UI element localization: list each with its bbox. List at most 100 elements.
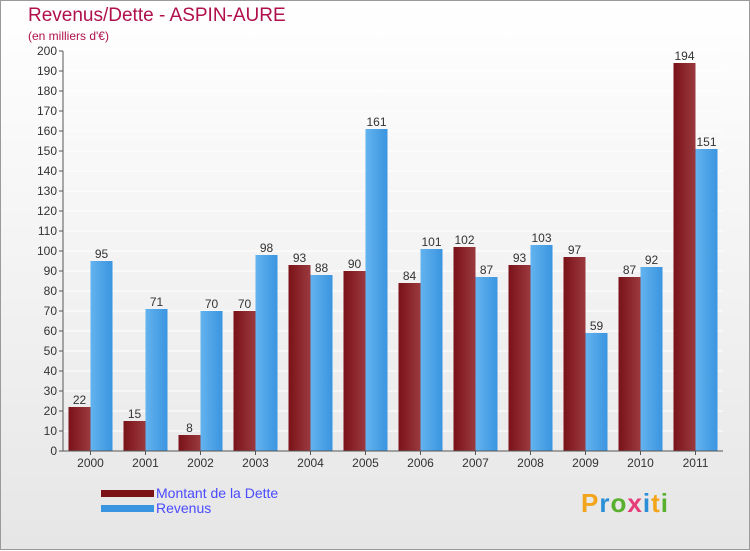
y-tick-label: 100: [37, 244, 57, 258]
data-label: 103: [531, 231, 551, 245]
bar-debt: [68, 407, 91, 451]
y-tick-label: 150: [37, 144, 57, 158]
x-tick-label: 2009: [572, 456, 599, 470]
y-tick-label: 60: [44, 324, 58, 338]
legend-swatch-debt: [101, 490, 154, 497]
x-tick-label: 2010: [627, 456, 654, 470]
data-label: 97: [568, 243, 582, 257]
bar-debt: [123, 421, 146, 451]
logo-letter: o: [610, 488, 628, 518]
x-tick-label: 2003: [242, 456, 269, 470]
y-tick-label: 20: [44, 404, 58, 418]
logo-letter: P: [581, 488, 600, 518]
y-tick-label: 0: [50, 444, 57, 458]
bars: [68, 63, 718, 451]
data-label: 101: [421, 235, 441, 249]
data-label: 71: [150, 295, 164, 309]
x-tick-label: 2002: [187, 456, 214, 470]
data-label: 87: [623, 263, 637, 277]
y-tick-label: 130: [37, 184, 57, 198]
x-tick-label: 2011: [683, 456, 709, 470]
bar-revenue: [255, 255, 278, 451]
x-tick-label: 2007: [462, 456, 489, 470]
y-tick-label: 170: [37, 104, 57, 118]
y-tick-label: 80: [44, 284, 58, 298]
legend-label-revenue: Revenus: [156, 500, 212, 516]
x-tick-label: 2000: [77, 456, 104, 470]
data-label: 87: [480, 263, 494, 277]
y-tick-label: 160: [37, 124, 57, 138]
bar-debt: [508, 265, 531, 451]
bar-revenue: [145, 309, 168, 451]
chart-title: Revenus/Dette - ASPIN-AURE: [28, 5, 286, 26]
data-label: 84: [403, 269, 417, 283]
x-tick-label: 2001: [132, 456, 159, 470]
data-label: 98: [260, 241, 274, 255]
bar-revenue: [200, 311, 223, 451]
data-label: 8: [186, 421, 193, 435]
y-tick-label: 10: [44, 424, 58, 438]
data-label: 22: [73, 393, 87, 407]
y-tick-label: 190: [37, 64, 57, 78]
bar-debt: [233, 311, 256, 451]
data-label: 102: [454, 233, 474, 247]
logo-letter: i: [660, 488, 669, 518]
y-tick-label: 40: [44, 364, 58, 378]
bar-revenue: [695, 149, 718, 451]
bar-debt: [618, 277, 641, 451]
bar-revenue: [530, 245, 553, 451]
axes: 0 10 20 30 40 50 60 70 80 90 100 110 120 130 140 150 160…: [37, 44, 723, 470]
data-label: 95: [95, 247, 109, 261]
logo-letter: r: [599, 488, 611, 518]
y-tick-label: 30: [44, 384, 58, 398]
bar-revenue: [420, 249, 443, 451]
y-tick-label: 90: [44, 264, 58, 278]
data-label: 92: [645, 253, 659, 267]
y-tick-label: 140: [37, 164, 57, 178]
bar-revenue: [365, 129, 388, 451]
y-tick-label: 70: [44, 304, 58, 318]
bar-debt: [343, 271, 366, 451]
data-label: 15: [128, 407, 142, 421]
data-label: 194: [674, 49, 694, 63]
chart-subtitle: (en milliers d'€): [28, 29, 109, 43]
x-tick-label: 2008: [517, 456, 544, 470]
legend-label-debt: Montant de la Dette: [156, 485, 279, 501]
y-tick-label: 120: [37, 204, 57, 218]
bar-debt: [673, 63, 696, 451]
bar-revenue: [585, 333, 608, 451]
proxiti-logo: Proxiti: [581, 488, 669, 519]
data-labels: 22 95 15 71 8 70 70 98 93 88 90 161 84 101 102 87 93 103 9…: [73, 49, 717, 435]
data-label: 70: [205, 297, 219, 311]
logo-letter: x: [627, 488, 643, 518]
bar-revenue: [475, 277, 498, 451]
bar-debt: [398, 283, 421, 451]
data-label: 59: [590, 319, 604, 333]
data-label: 90: [348, 257, 362, 271]
y-tick-label: 50: [44, 344, 58, 358]
logo-letter: t: [651, 488, 661, 518]
logo-letter: i: [642, 488, 652, 518]
data-label: 161: [366, 115, 386, 129]
data-label: 151: [696, 135, 716, 149]
y-tick-label: 110: [38, 224, 57, 238]
x-tick-label: 2004: [297, 456, 324, 470]
bar-revenue: [90, 261, 113, 451]
bar-debt: [178, 435, 201, 451]
grid-lines: [63, 50, 723, 452]
x-tick-label: 2005: [352, 456, 379, 470]
data-label: 93: [293, 251, 307, 265]
data-label: 93: [513, 251, 527, 265]
bar-debt: [288, 265, 311, 451]
y-tick-label: 180: [37, 84, 57, 98]
x-tick-label: 2006: [407, 456, 434, 470]
legend-swatch-revenue: [101, 505, 154, 512]
bar-debt: [453, 247, 476, 451]
bar-debt: [563, 257, 586, 451]
data-label: 70: [238, 297, 252, 311]
bar-revenue: [310, 275, 333, 451]
bar-revenue: [640, 267, 663, 451]
y-tick-label: 200: [37, 44, 57, 58]
